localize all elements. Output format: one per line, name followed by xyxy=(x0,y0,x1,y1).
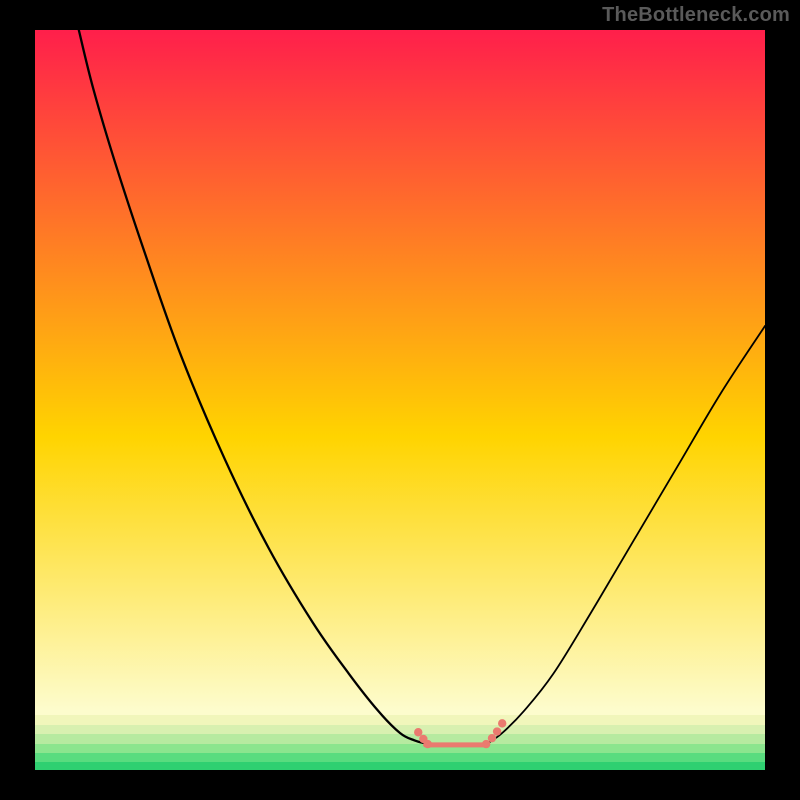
curve-right xyxy=(488,326,765,743)
marker-dot xyxy=(498,719,506,727)
marker-dot xyxy=(414,728,422,736)
marker-dot xyxy=(488,734,496,742)
marker-dot xyxy=(493,727,501,735)
chart-curves xyxy=(35,30,765,770)
chart-container: TheBottleneck.com xyxy=(0,0,800,800)
marker-dot xyxy=(424,740,432,748)
watermark-text: TheBottleneck.com xyxy=(602,4,790,27)
curve-left xyxy=(79,30,426,743)
